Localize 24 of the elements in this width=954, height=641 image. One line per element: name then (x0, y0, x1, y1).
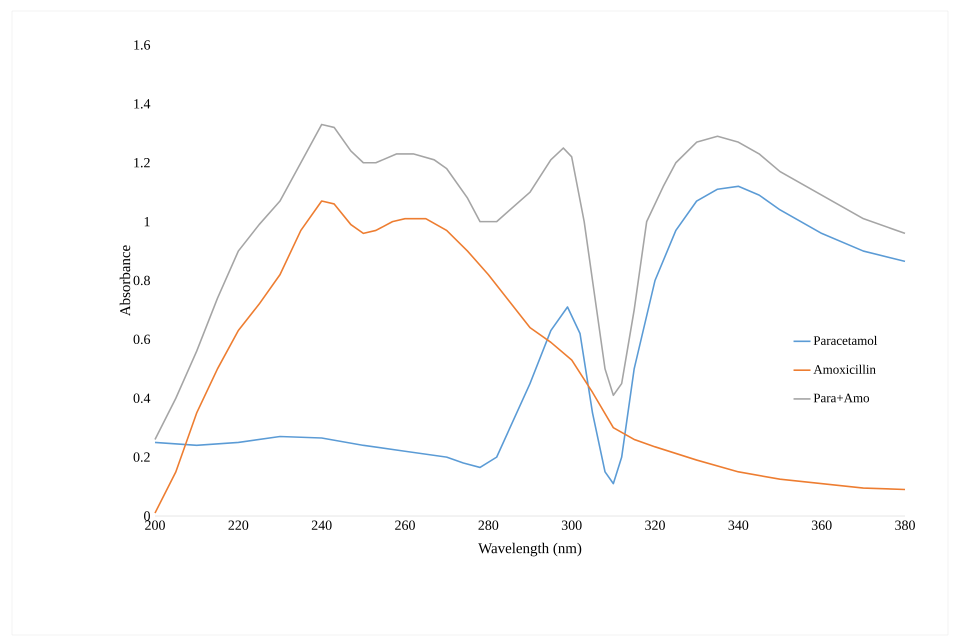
y-axis-title: Absorbance (120, 245, 130, 316)
x-axis-title: Wavelength (nm) (478, 542, 582, 556)
x-tick-label: 320 (645, 520, 665, 530)
x-tick-label: 200 (145, 520, 165, 530)
y-tick-label: 0.4 (134, 394, 150, 403)
legend-label: Para+Amo (814, 394, 870, 402)
x-tick-label: 280 (478, 520, 498, 530)
x-tick-label: 360 (812, 520, 832, 530)
y-tick-label: 1 (144, 217, 150, 226)
y-tick-label: 1.6 (134, 40, 150, 50)
y-tick-label: 0.6 (134, 334, 150, 344)
x-tick-label: 260 (395, 520, 415, 530)
y-tick-label: 0 (144, 511, 150, 521)
y-tick-label: 1.4 (134, 99, 150, 109)
legend-label: Paracetamol (814, 336, 878, 345)
y-tick-label: 1.2 (134, 158, 150, 168)
x-tick-label: 340 (728, 520, 748, 530)
x-tick-label: 240 (312, 520, 332, 530)
x-tick-label: 220 (228, 520, 248, 530)
y-tick-label: 0.2 (134, 452, 150, 462)
legend-label: Amoxicillin (813, 364, 876, 374)
y-tick-label: 0.8 (134, 276, 150, 286)
x-tick-label: 300 (562, 520, 582, 530)
x-tick-label: 380 (895, 520, 915, 530)
